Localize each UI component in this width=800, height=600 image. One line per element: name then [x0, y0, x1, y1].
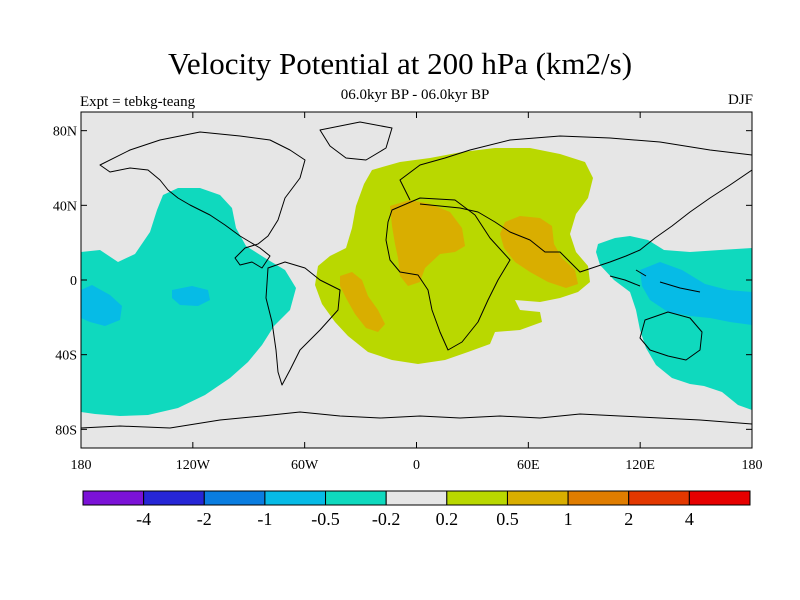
coastline-eurasia — [399, 135, 752, 273]
colorbar-swatch — [446, 490, 508, 506]
coastline-north-america — [99, 131, 306, 269]
colorbar: -4 -2 -1 -0.5 -0.2 0.2 0.5 1 2 4 — [82, 490, 751, 529]
colorbar-swatch — [264, 490, 327, 506]
contour-fill-layer — [81, 121, 752, 429]
colorbar-label: 2 — [624, 509, 633, 529]
colorbar-label: -0.2 — [372, 509, 401, 529]
x-tick-label: 0 — [413, 458, 420, 473]
colorbar-label: -2 — [197, 509, 212, 529]
contour-region-africa-eurasia — [315, 148, 593, 364]
y-axis: 80N 40N 0 40S 80S — [53, 125, 752, 438]
coastline-greenland — [319, 121, 393, 161]
colorbar-label: 0.2 — [436, 509, 459, 529]
y-tick-label: 80N — [53, 125, 77, 140]
colorbar-label: -0.5 — [311, 509, 340, 529]
y-tick-label: 0 — [70, 274, 77, 289]
colorbar-label: 1 — [564, 509, 573, 529]
colorbar-swatch — [82, 490, 145, 506]
coastline-south-america — [265, 261, 341, 386]
colorbar-label: -1 — [257, 509, 272, 529]
colorbar-swatch — [203, 490, 266, 506]
x-tick-label: 60W — [291, 458, 319, 473]
map-subtitle: 06.0kyr BP - 06.0kyr BP — [340, 87, 490, 103]
x-tick-label: 60E — [517, 458, 540, 473]
colorbar-swatch — [506, 490, 569, 506]
coastlines — [81, 121, 752, 429]
colorbar-swatch — [385, 490, 448, 506]
coastline-antarctica — [81, 411, 752, 429]
y-tick-label: 40N — [53, 199, 77, 214]
contour-core-maritime-continent — [640, 262, 752, 325]
y-tick-label: 40S — [55, 349, 77, 364]
x-tick-label: 180 — [742, 458, 763, 473]
page-title: Velocity Potential at 200 hPa (km2/s) — [167, 46, 633, 81]
coastline-africa — [385, 197, 511, 351]
experiment-label: Expt = tebkg-teang — [80, 94, 196, 110]
colorbar-swatch — [688, 490, 751, 506]
contour-core-pacific-east — [172, 286, 210, 306]
x-tick-label: 180 — [71, 458, 92, 473]
colorbar-swatch — [628, 490, 690, 506]
contour-core-arabia — [500, 216, 578, 288]
colorbar-swatch — [325, 490, 387, 506]
contour-core-south-america — [340, 272, 385, 332]
colorbar-label: -4 — [136, 509, 151, 529]
contour-core-sahara — [390, 200, 465, 286]
colorbar-swatch — [567, 490, 630, 506]
contour-region-west-pacific — [596, 236, 752, 410]
colorbar-swatch — [143, 490, 205, 506]
coastline-indonesia — [609, 269, 701, 293]
colorbar-label: 4 — [685, 509, 694, 529]
season-label: DJF — [727, 92, 753, 108]
contour-core-pacific-west — [81, 285, 122, 326]
y-tick-label: 80S — [55, 423, 77, 438]
coastline-australia — [639, 311, 703, 361]
x-axis: 180 120W 60W 0 60E 120E 180 — [71, 112, 763, 473]
x-tick-label: 120E — [625, 458, 655, 473]
x-tick-label: 120W — [176, 458, 211, 473]
colorbar-label: 0.5 — [496, 509, 519, 529]
